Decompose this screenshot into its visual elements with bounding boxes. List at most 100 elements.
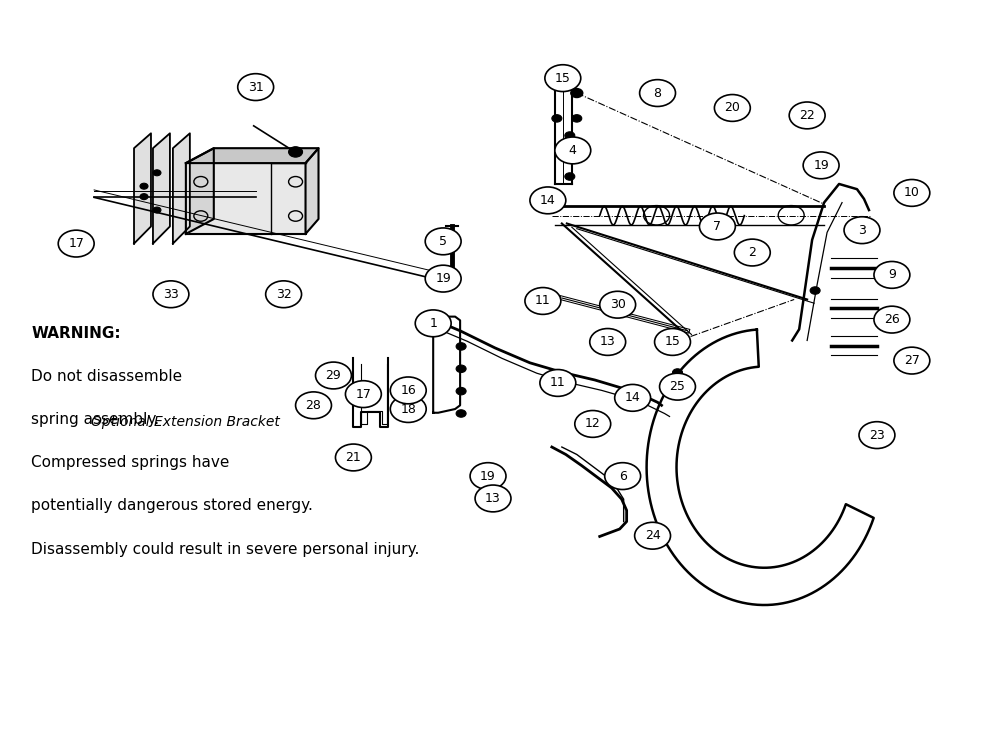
Circle shape — [615, 384, 651, 411]
Circle shape — [238, 73, 274, 100]
Circle shape — [425, 228, 461, 255]
Circle shape — [575, 411, 611, 438]
Circle shape — [153, 170, 161, 176]
Polygon shape — [186, 148, 319, 163]
Text: 26: 26 — [884, 313, 900, 326]
Text: 3: 3 — [858, 224, 866, 236]
Circle shape — [470, 463, 506, 489]
Text: 21: 21 — [346, 451, 361, 464]
Text: 13: 13 — [485, 492, 501, 505]
Text: 23: 23 — [869, 429, 885, 441]
Circle shape — [525, 287, 561, 314]
Text: Do not disassemble: Do not disassemble — [31, 369, 182, 384]
Text: 5: 5 — [439, 235, 447, 248]
Text: 9: 9 — [888, 269, 896, 281]
Circle shape — [475, 485, 511, 512]
Text: 11: 11 — [535, 295, 551, 307]
Text: 14: 14 — [625, 391, 641, 405]
Polygon shape — [647, 330, 874, 605]
Text: 30: 30 — [610, 298, 626, 311]
Circle shape — [699, 213, 735, 240]
Text: 27: 27 — [904, 354, 920, 367]
Text: 6: 6 — [619, 470, 627, 482]
Text: 28: 28 — [306, 399, 321, 412]
Circle shape — [571, 88, 583, 97]
Circle shape — [345, 381, 381, 408]
Text: 31: 31 — [248, 81, 264, 94]
Circle shape — [456, 365, 466, 373]
Circle shape — [390, 396, 426, 423]
Circle shape — [289, 147, 303, 157]
Circle shape — [734, 239, 770, 266]
Circle shape — [296, 392, 331, 419]
Text: 24: 24 — [645, 530, 660, 542]
Polygon shape — [134, 133, 151, 244]
Circle shape — [552, 114, 562, 122]
Circle shape — [140, 194, 148, 200]
Text: 32: 32 — [276, 288, 291, 301]
Circle shape — [58, 230, 94, 257]
Circle shape — [456, 343, 466, 350]
Text: 2: 2 — [748, 246, 756, 259]
Circle shape — [655, 328, 690, 355]
Text: 10: 10 — [904, 186, 920, 200]
Text: Disassembly could result in severe personal injury.: Disassembly could result in severe perso… — [31, 542, 420, 557]
Circle shape — [140, 183, 148, 189]
Circle shape — [390, 377, 426, 404]
Text: 17: 17 — [68, 237, 84, 250]
Text: 15: 15 — [665, 335, 680, 349]
Text: 18: 18 — [400, 402, 416, 416]
Text: 7: 7 — [713, 220, 721, 233]
Text: 29: 29 — [326, 369, 341, 382]
Circle shape — [572, 114, 582, 122]
Text: 19: 19 — [480, 470, 496, 482]
Text: 17: 17 — [355, 387, 371, 401]
Text: 15: 15 — [555, 72, 571, 85]
Text: 19: 19 — [435, 272, 451, 285]
Circle shape — [673, 343, 682, 350]
Circle shape — [565, 132, 575, 139]
Text: Compressed springs have: Compressed springs have — [31, 456, 230, 470]
Text: spring assembly.: spring assembly. — [31, 412, 159, 427]
Circle shape — [789, 102, 825, 129]
Circle shape — [605, 463, 641, 489]
Text: 12: 12 — [585, 417, 601, 430]
Circle shape — [456, 387, 466, 395]
Circle shape — [425, 266, 461, 292]
Text: 8: 8 — [654, 87, 662, 99]
Text: 13: 13 — [600, 335, 616, 349]
Circle shape — [415, 310, 451, 337]
Circle shape — [803, 152, 839, 179]
Circle shape — [894, 347, 930, 374]
Text: 25: 25 — [670, 380, 685, 393]
Polygon shape — [306, 148, 319, 234]
Text: 22: 22 — [799, 109, 815, 122]
Circle shape — [810, 286, 820, 294]
Circle shape — [565, 173, 575, 180]
Circle shape — [590, 328, 626, 355]
Polygon shape — [153, 133, 170, 244]
Circle shape — [266, 280, 302, 307]
Text: WARNING:: WARNING: — [31, 325, 121, 340]
Text: 16: 16 — [400, 384, 416, 397]
Circle shape — [565, 152, 575, 159]
Circle shape — [874, 262, 910, 288]
Text: Optional Extension Bracket: Optional Extension Bracket — [91, 415, 280, 429]
Circle shape — [545, 65, 581, 91]
Circle shape — [316, 362, 351, 389]
Circle shape — [153, 280, 189, 307]
Circle shape — [844, 217, 880, 244]
Circle shape — [153, 207, 161, 213]
Text: 11: 11 — [550, 376, 566, 390]
Circle shape — [540, 370, 576, 396]
Text: 33: 33 — [163, 288, 179, 301]
Text: 20: 20 — [724, 102, 740, 114]
Circle shape — [714, 94, 750, 121]
Circle shape — [874, 306, 910, 333]
Text: 19: 19 — [813, 159, 829, 172]
Polygon shape — [186, 148, 214, 234]
Circle shape — [859, 422, 895, 449]
Circle shape — [673, 369, 682, 376]
Polygon shape — [186, 163, 306, 234]
Circle shape — [555, 137, 591, 164]
